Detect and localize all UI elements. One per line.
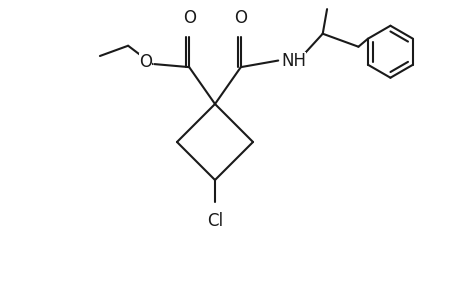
Text: O: O [182,9,195,27]
Text: Cl: Cl [207,212,223,230]
Text: NH: NH [280,52,306,70]
Text: O: O [234,9,247,27]
Text: O: O [139,53,151,71]
